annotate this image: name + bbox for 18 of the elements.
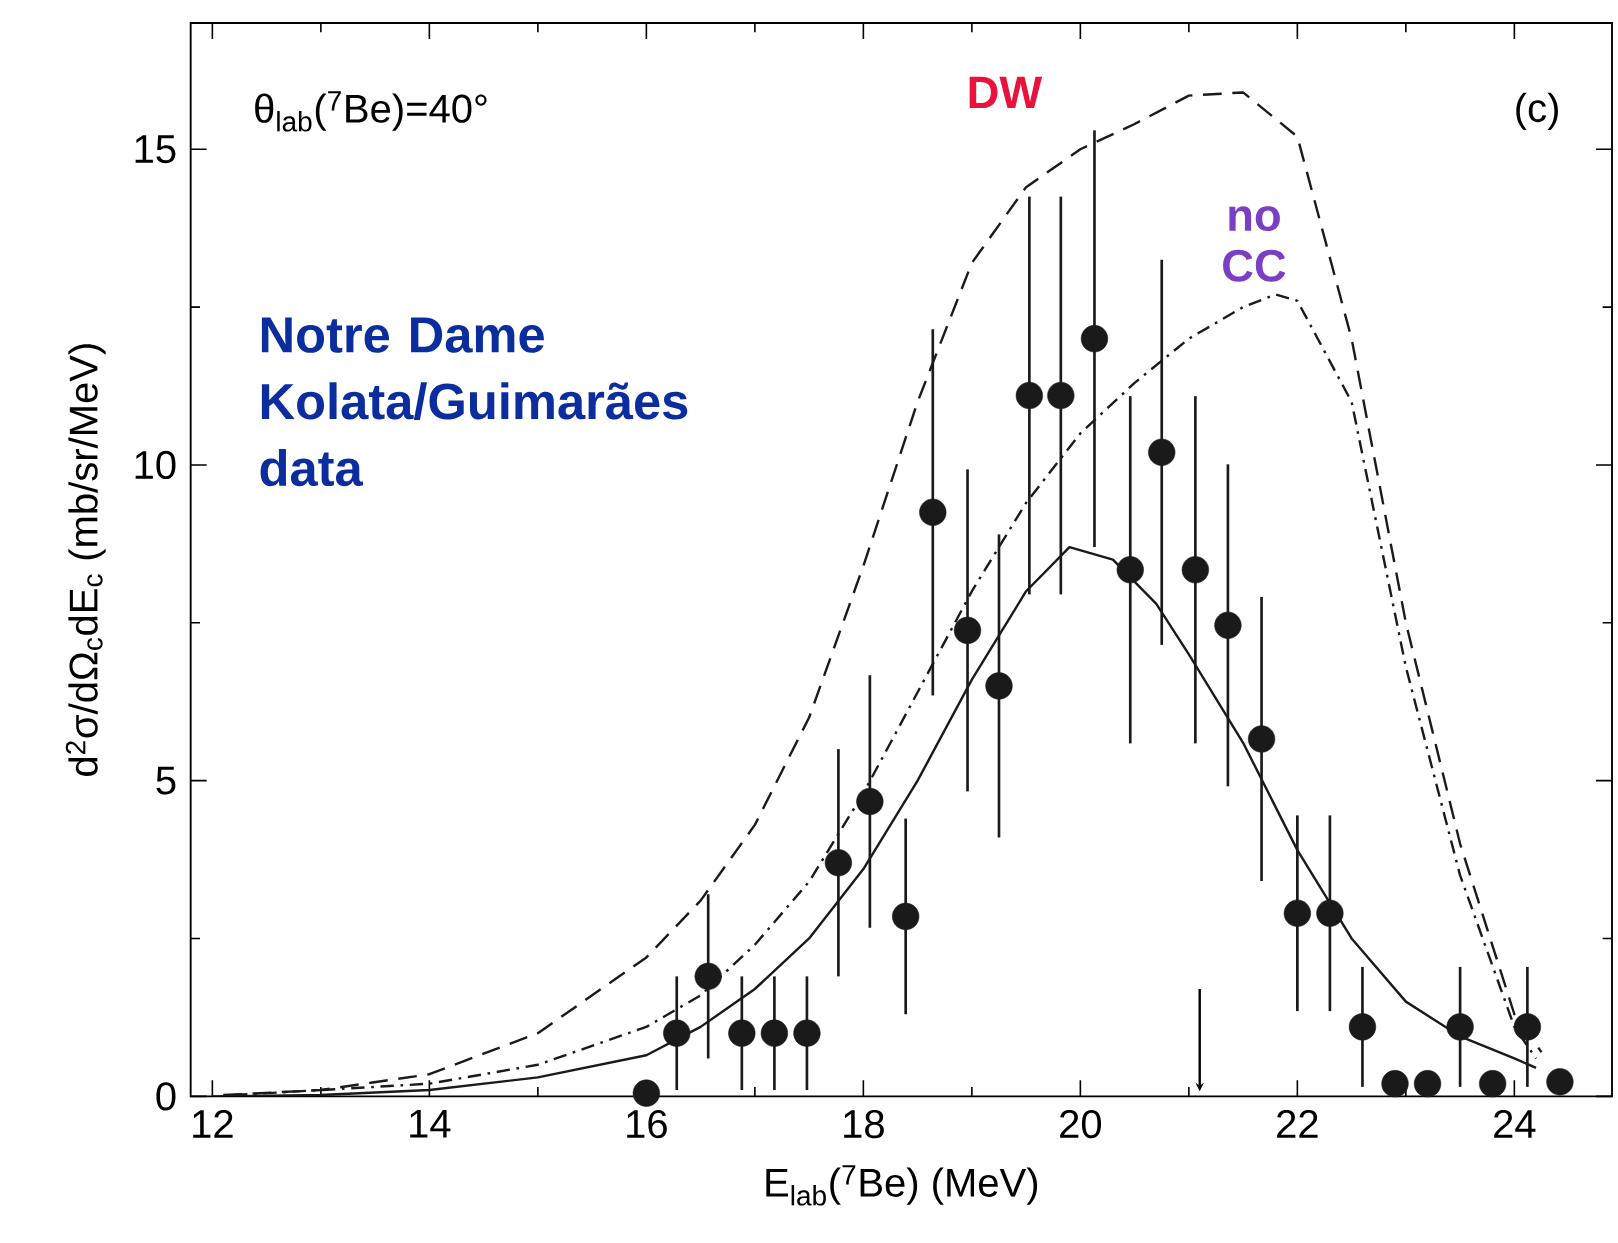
y-axis-title: d$^{2}$σ/dΩ$_{c}$dE$_{c}$ (mb/sr/MeV) xyxy=(65,344,106,776)
series-label: DW xyxy=(969,76,1043,109)
x-axis-title: E$_{lab}$($^{7}$Be) (MeV) xyxy=(766,1165,1038,1206)
y-tick-label: 10 xyxy=(135,450,176,480)
annotation: Notre Dame Kolata/Guimarães data xyxy=(260,317,688,487)
series-label: no CC xyxy=(1223,206,1286,282)
annotation: (c) xyxy=(1516,92,1558,131)
x-tick-label: 18 xyxy=(844,1109,884,1139)
x-tick-label: 24 xyxy=(1494,1109,1536,1138)
y-tick-label: 15 xyxy=(135,135,176,164)
y-tick-label: 0 xyxy=(156,1082,176,1111)
x-tick-label: 22 xyxy=(1277,1109,1318,1138)
x-tick-label: 14 xyxy=(410,1109,451,1138)
x-tick-label: 20 xyxy=(1060,1109,1102,1139)
annotation: θ$_{lab}$($^{7}$Be)=40° xyxy=(255,91,487,132)
y-tick-label: 5 xyxy=(156,766,176,795)
x-tick-label: 12 xyxy=(193,1109,233,1138)
x-tick-label: 16 xyxy=(627,1109,667,1139)
